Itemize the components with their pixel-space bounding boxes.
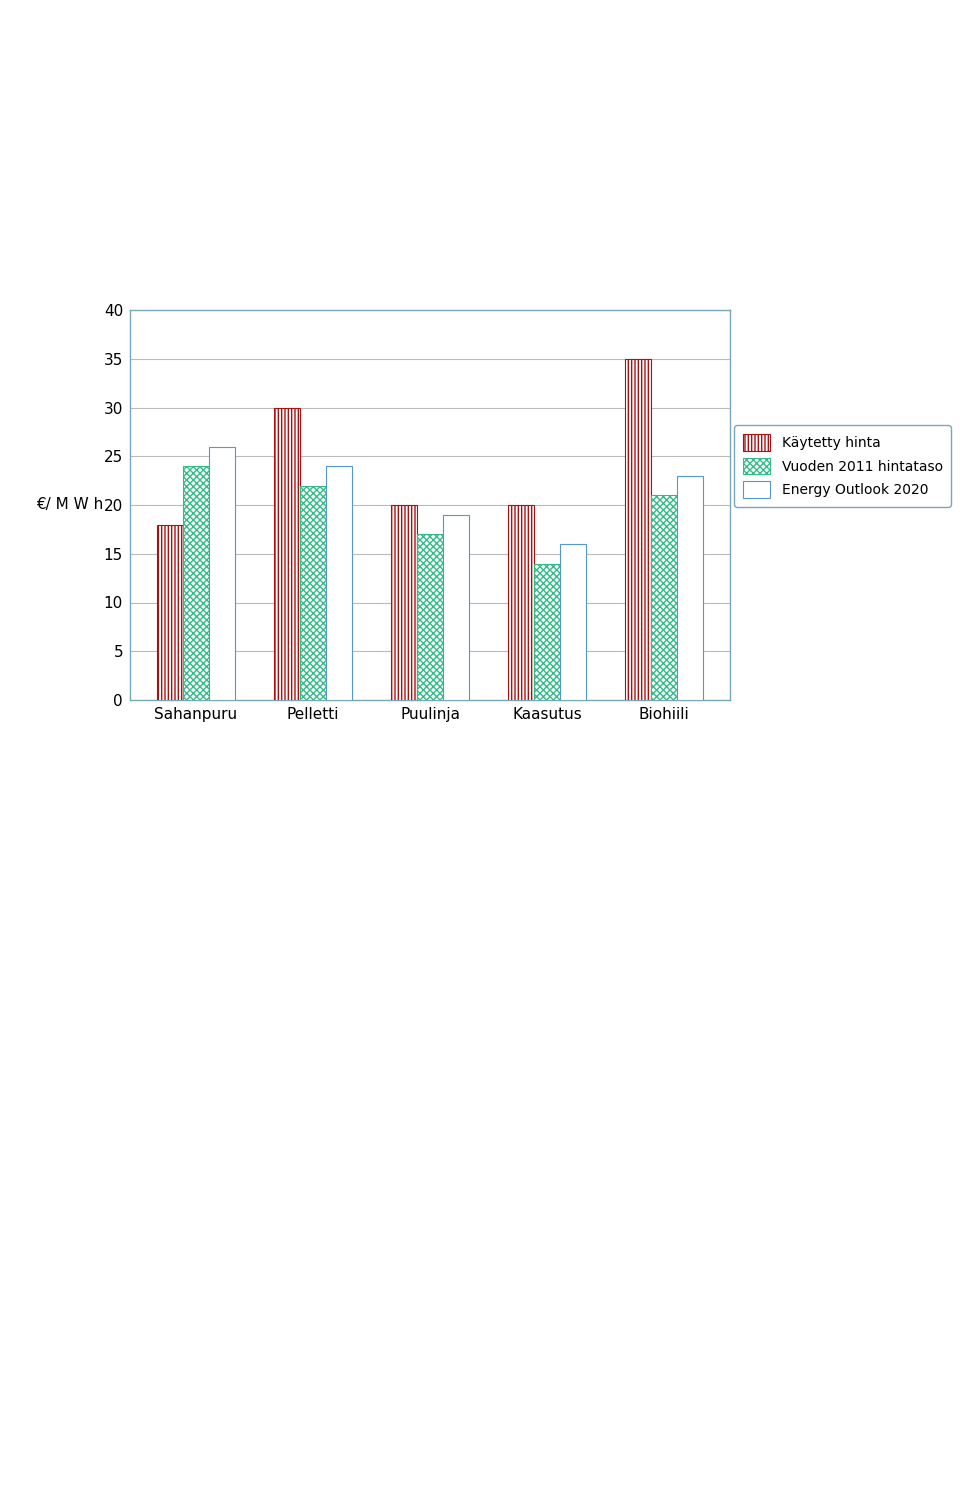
Bar	[183, 466, 208, 700]
Bar	[443, 515, 468, 700]
Bar	[325, 466, 351, 700]
Bar	[208, 446, 234, 700]
Bar	[534, 564, 560, 700]
Bar	[300, 485, 325, 700]
Bar	[626, 358, 651, 700]
Bar	[157, 525, 183, 700]
Bar	[677, 476, 703, 700]
Bar	[651, 495, 677, 700]
Bar	[418, 534, 443, 700]
Bar	[509, 504, 534, 700]
Bar	[275, 407, 300, 700]
Y-axis label: €/ M W h: €/ M W h	[36, 497, 104, 512]
Legend: Käytetty hinta, Vuoden 2011 hintataso, Energy Outlook 2020: Käytetty hinta, Vuoden 2011 hintataso, E…	[734, 425, 951, 507]
Bar	[392, 504, 418, 700]
Bar	[560, 545, 586, 700]
